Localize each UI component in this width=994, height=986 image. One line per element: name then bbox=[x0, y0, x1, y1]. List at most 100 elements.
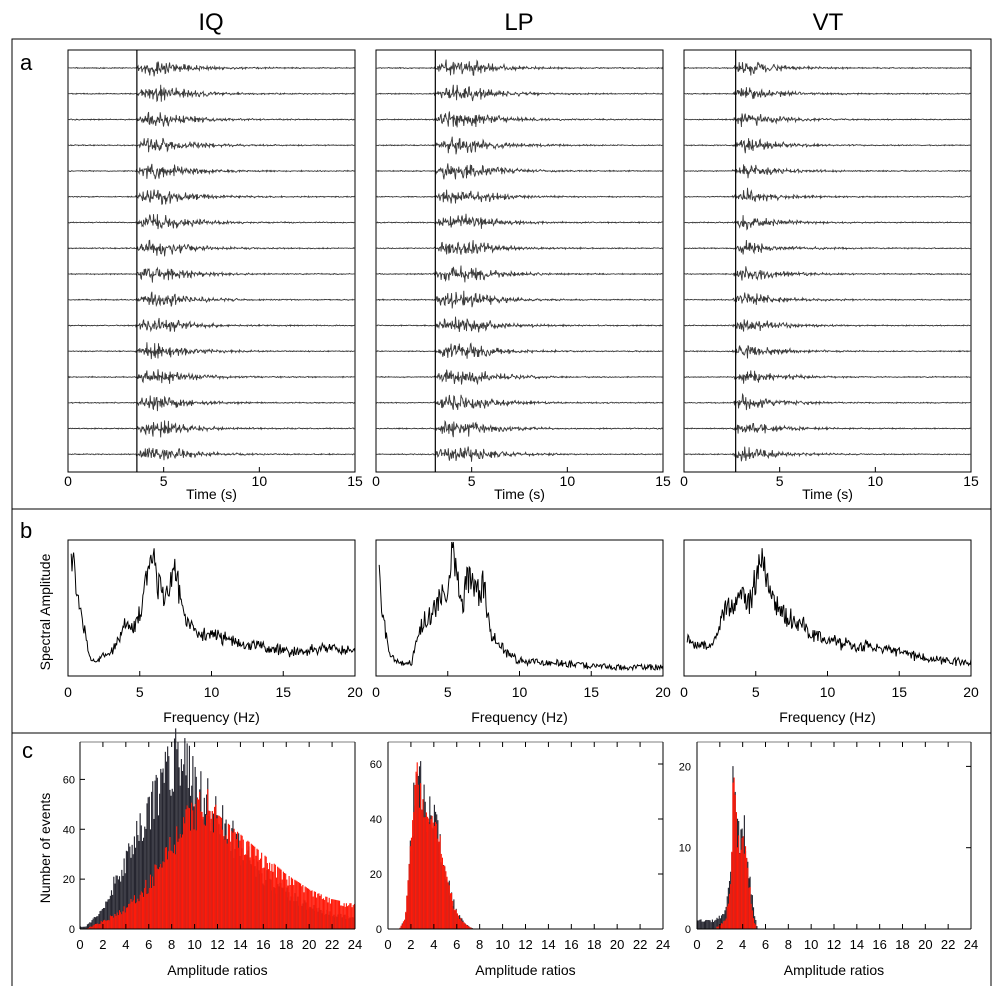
hist-lp-bar-red bbox=[429, 824, 431, 929]
hist-iq-bar-red bbox=[258, 859, 260, 929]
hist-iq-bar-red bbox=[319, 895, 321, 929]
hist-iq-bar-red bbox=[113, 917, 115, 929]
hist-iq-bar-red bbox=[271, 863, 273, 929]
hist-iq-bar-red bbox=[240, 834, 242, 929]
hist-iq-bar-red bbox=[269, 862, 271, 929]
seismo-vt-xlabel: Time (s) bbox=[802, 486, 853, 502]
hist-iq-bar-red bbox=[194, 803, 196, 929]
hist-lp-bar-red bbox=[415, 771, 417, 929]
hist-iq-bar-red bbox=[187, 807, 189, 929]
hist-iq-bar-red bbox=[253, 845, 255, 929]
hist-lp-bar-red bbox=[404, 919, 406, 929]
seismo-vt-trace bbox=[683, 392, 972, 411]
hist-vt-bar-red bbox=[725, 918, 727, 929]
hist-lp-bar-red bbox=[410, 837, 413, 929]
hist-lp-bar-red bbox=[417, 784, 419, 929]
hist-iq-bar-red bbox=[148, 887, 150, 929]
hist-iq-bar-dark bbox=[106, 901, 108, 929]
hist-iq-bar-red bbox=[245, 854, 247, 929]
hist-iq-bar-dark bbox=[85, 926, 87, 929]
hist-iq-bar-dark bbox=[153, 818, 155, 929]
hist-iq-bar-red bbox=[181, 834, 184, 929]
seismo-vt-trace bbox=[683, 319, 972, 332]
hist-iq-bar-red bbox=[203, 824, 205, 929]
seismo-iq-trace bbox=[67, 111, 356, 127]
spectrum-plot-lp: 0 5 10 15 20 Frequency (Hz) bbox=[372, 539, 671, 725]
hist-lp-bar-red bbox=[439, 835, 441, 929]
hist-iq-bar-red bbox=[241, 835, 243, 929]
hist-iq-bar-red bbox=[351, 907, 353, 929]
hist-iq-bar-red bbox=[136, 902, 138, 929]
hist-iq-bar-red bbox=[105, 920, 107, 929]
hist-iq-bar-red bbox=[348, 905, 350, 929]
hist-lp-xtick-label: 10 bbox=[495, 937, 509, 952]
hist-iq-bar-red bbox=[283, 872, 286, 929]
hist-iq-bar-red bbox=[162, 861, 164, 929]
hist-lp-bar-red bbox=[447, 882, 449, 929]
seismo-lp-trace bbox=[375, 111, 664, 128]
hist-iq-bar-dark bbox=[124, 873, 126, 929]
hist-iq-bar-red bbox=[275, 877, 278, 929]
hist-iq-bar-red bbox=[146, 894, 148, 929]
hist-vt-bar-dark bbox=[712, 921, 715, 929]
hist-iq-bar-red bbox=[232, 832, 234, 929]
hist-iq-bar-red bbox=[270, 870, 272, 929]
hist-iq-bar-red bbox=[278, 867, 280, 929]
hist-vt-xtick-label: 18 bbox=[895, 937, 909, 952]
hist-iq-ytick-label: 0 bbox=[69, 924, 75, 936]
hist-iq-bar-red bbox=[255, 855, 257, 929]
seismo-vt-trace bbox=[684, 292, 972, 305]
seismo-vt-xtick-label: 15 bbox=[963, 473, 979, 489]
seismo-iq-trace bbox=[67, 317, 356, 333]
hist-iq-bar-red bbox=[257, 849, 259, 929]
hist-iq-bar-red bbox=[131, 901, 133, 929]
hist-iq-bar-red bbox=[179, 833, 181, 929]
seismogram-plot-iq: 0 5 10 15 Time (s) bbox=[64, 49, 363, 502]
hist-lp-bar-red bbox=[465, 924, 468, 929]
spectrum-iq-frame bbox=[67, 539, 356, 677]
hist-lp-bar-red bbox=[434, 821, 437, 929]
hist-iq-ytick-label: 40 bbox=[63, 824, 75, 836]
hist-iq-bar-red bbox=[156, 868, 158, 929]
hist-iq-bar-red bbox=[231, 830, 233, 929]
hist-iq-bar-red bbox=[122, 911, 124, 929]
hist-iq-bar-dark bbox=[125, 850, 127, 929]
hist-vt-bar-red bbox=[724, 920, 726, 929]
hist-iq-bar-dark bbox=[165, 761, 168, 929]
hist-iq-bar-red bbox=[110, 916, 113, 929]
panel-b-frame bbox=[11, 508, 992, 734]
hist-iq-bar-red bbox=[152, 876, 154, 929]
spectrum-vt-xtick-label: 20 bbox=[963, 684, 979, 700]
hist-iq-bar-dark bbox=[129, 846, 131, 929]
hist-lp-bar-red bbox=[416, 762, 418, 929]
hist-vt-bar-dark bbox=[718, 915, 720, 929]
hist-iq-bar-red bbox=[342, 906, 344, 929]
hist-vt-bar-red bbox=[743, 853, 745, 929]
hist-iq-bar-dark bbox=[168, 756, 170, 929]
hist-vt-xtick-label: 2 bbox=[716, 937, 723, 952]
hist-vt-xtick-label: 20 bbox=[918, 937, 932, 952]
hist-iq-bar-red bbox=[207, 789, 209, 929]
hist-iq-bar-red bbox=[293, 885, 295, 929]
hist-iq-bar-red bbox=[308, 888, 310, 929]
hist-iq-bar-red bbox=[212, 832, 215, 929]
hist-vt-bar-red bbox=[722, 923, 724, 929]
hist-iq-bar-red bbox=[219, 816, 221, 929]
hist-iq-bar-red bbox=[345, 903, 347, 929]
hist-lp-bar-red bbox=[433, 825, 435, 929]
hist-iq-bar-red bbox=[346, 906, 349, 929]
hist-iq-bar-red bbox=[287, 885, 289, 929]
hist-lp-xtick-label: 18 bbox=[587, 937, 601, 952]
seismo-vt-trace bbox=[683, 215, 972, 231]
seismo-vt-trace bbox=[683, 61, 972, 76]
hist-iq-bar-red bbox=[332, 899, 334, 929]
hist-vt-bar-red bbox=[739, 853, 741, 929]
hist-iq-bar-red bbox=[204, 825, 207, 929]
hist-lp-xtick-label: 4 bbox=[430, 937, 437, 952]
hist-iq-bar-red bbox=[153, 885, 155, 929]
hist-lp-bar-red bbox=[441, 857, 443, 929]
hist-iq-bar-red bbox=[191, 802, 193, 929]
hist-vt-bar-dark bbox=[703, 921, 705, 929]
hist-vt-bar-dark bbox=[702, 921, 704, 929]
hist-iq-bar-red bbox=[226, 843, 228, 929]
